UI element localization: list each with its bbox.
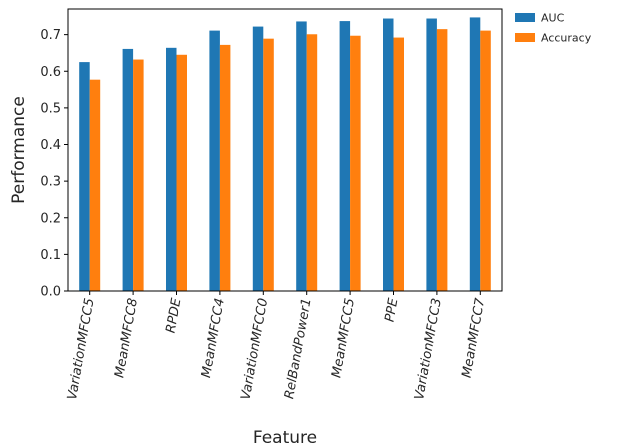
bar-accuracy-variationmfcc0 (263, 38, 274, 292)
legend-swatch-auc (515, 13, 535, 22)
y-tick-label: 0.0 (40, 285, 61, 300)
bar-accuracy-variationmfcc5 (89, 79, 101, 292)
x-tick-label: RelBandPower1 (282, 297, 314, 400)
bar-auc-variationmfcc0 (252, 26, 264, 291)
bar-auc-relbandpower1 (296, 21, 307, 292)
x-tick-label: VariationMFCC0 (239, 297, 272, 401)
x-tick-label: PPE (383, 296, 402, 323)
legend: AUC Accuracy (515, 12, 592, 45)
bars-layer (79, 17, 491, 292)
y-tick-label: 0.3 (40, 175, 61, 190)
y-tick-label: 0.7 (40, 28, 61, 43)
x-axis-title: Feature (253, 428, 317, 447)
x-axis: VariationMFCC5 MeanMFCC8 RPDE MeanMFCC4 Vari… (65, 291, 488, 401)
x-tick-label: VariationMFCC3 (412, 297, 445, 401)
bar-auc-ppe (383, 18, 394, 292)
bar-auc-rpde (166, 47, 177, 292)
y-tick-label: 0.4 (40, 138, 61, 153)
x-tick-label: RPDE (164, 296, 185, 334)
bar-accuracy-rpde (176, 54, 187, 291)
bar-accuracy-variationmfcc3 (436, 29, 448, 292)
bar-auc-meanmfcc4 (209, 30, 220, 292)
y-tick-label: 0.1 (40, 248, 61, 263)
bar-accuracy-meanmfcc5 (350, 35, 361, 292)
bar-auc-variationmfcc3 (426, 18, 437, 292)
x-tick-label: MeanMFCC8 (112, 297, 141, 379)
x-tick-label: VariationMFCC5 (65, 297, 98, 401)
bar-accuracy-ppe (393, 37, 404, 291)
y-axis-title: Performance (9, 96, 29, 204)
plot-frame (67, 8, 503, 292)
bar-accuracy-meanmfcc4 (219, 44, 231, 292)
bar-accuracy-relbandpower1 (306, 34, 318, 291)
y-tick-label: 0.6 (40, 65, 61, 80)
bar-accuracy-meanmfcc8 (133, 59, 144, 292)
bar-accuracy-meanmfcc7 (480, 30, 491, 292)
bar-auc-meanmfcc8 (122, 48, 134, 291)
y-tick-label: 0.5 (40, 101, 61, 116)
bar-auc-variationmfcc5 (79, 62, 90, 291)
legend-label-accuracy: Accuracy (541, 32, 592, 45)
bar-auc-meanmfcc5 (339, 21, 351, 291)
bar-auc-meanmfcc7 (469, 17, 481, 292)
legend-swatch-accuracy (515, 33, 535, 42)
y-tick-label: 0.2 (40, 211, 61, 226)
x-tick-label: MeanMFCC5 (329, 297, 358, 379)
x-tick-label: MeanMFCC7 (459, 296, 488, 379)
x-tick-label: MeanMFCC4 (199, 297, 228, 379)
legend-label-auc: AUC (541, 12, 565, 25)
y-axis: 0.0 0.1 0.2 0.3 0.4 0.5 0.6 0.7 (40, 28, 68, 300)
